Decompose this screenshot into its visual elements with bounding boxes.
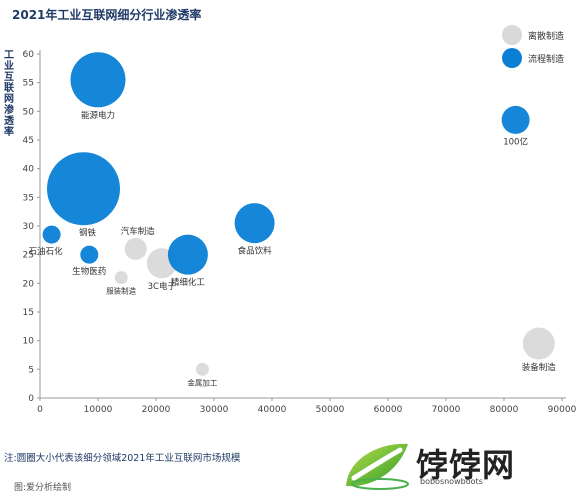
bubble: [124, 237, 147, 260]
bubble-label: 石油石化: [29, 246, 64, 257]
x-tick-label: 50000: [316, 405, 345, 415]
watermark-subtext: bobosnowboots: [420, 477, 483, 486]
bubble-label: 能源电力: [81, 110, 115, 121]
bubble-label: 精细化工: [171, 277, 206, 288]
x-tick-label: 60000: [374, 405, 403, 415]
legend-label: 流程制造: [528, 53, 564, 65]
bubble: [80, 245, 99, 264]
y-tick-label: 40: [23, 165, 35, 175]
y-tick-label: 25: [23, 251, 34, 261]
legend-swatch: [502, 48, 522, 68]
watermark-logo: 饽饽网 bobosnowboots: [340, 438, 570, 494]
x-tick-label: 20000: [142, 405, 171, 415]
x-tick-label: 0: [37, 405, 43, 415]
legend-swatch: [502, 25, 522, 45]
y-tick-label: 30: [23, 222, 35, 232]
bubble: [195, 362, 209, 376]
bubble-label: 金属加工: [187, 377, 217, 387]
legend-label: 离散制造: [528, 30, 564, 42]
y-tick-label: 0: [28, 394, 34, 404]
x-tick-label: 30000: [200, 405, 229, 415]
bubble: [501, 105, 530, 134]
bubble: [114, 271, 128, 285]
source-note: 图:爱分析绘制: [14, 483, 72, 493]
x-tick-label: 40000: [258, 405, 287, 415]
x-tick-label: 70000: [432, 405, 461, 415]
y-tick-label: 45: [23, 136, 34, 146]
y-tick-label: 50: [23, 107, 35, 117]
bubble-label: 服装制造: [106, 286, 136, 296]
x-tick-label: 90000: [548, 405, 577, 415]
bubble-label: 食品饮料: [238, 246, 273, 257]
bubble-label: 生物医药: [72, 266, 106, 277]
bubble: [522, 327, 555, 360]
bubble: [167, 234, 208, 275]
x-tick-label: 80000: [490, 405, 519, 415]
y-tick-label: 60: [23, 50, 35, 60]
y-tick-label: 20: [23, 279, 35, 289]
y-tick-label: 15: [23, 308, 34, 318]
y-tick-label: 55: [23, 79, 34, 89]
bubble: [47, 152, 120, 226]
watermark-text: 饽饽网: [416, 446, 516, 484]
bubble: [234, 203, 275, 244]
bubble-label: 100亿: [503, 136, 528, 147]
y-tick-label: 10: [23, 337, 35, 347]
y-tick-label: 35: [23, 193, 34, 203]
leaf-logo-icon: [346, 443, 409, 490]
y-axis-label: 工业互联网渗透率: [4, 50, 14, 138]
y-tick-label: 5: [28, 365, 34, 375]
bubble: [42, 225, 61, 244]
bubble-label: 3C电子: [148, 281, 177, 292]
footnote: 注:圆圈大小代表该细分领域2021年工业互联网市场规模: [4, 453, 241, 464]
bubble-label: 装备制造: [522, 362, 557, 373]
bubble-label: 汽车制造: [121, 226, 156, 237]
bubble: [70, 52, 126, 108]
x-tick-label: 10000: [84, 405, 113, 415]
bubble-label: 钢铁: [79, 228, 97, 239]
chart-title: 2021年工业互联网细分行业渗透率: [12, 8, 202, 22]
